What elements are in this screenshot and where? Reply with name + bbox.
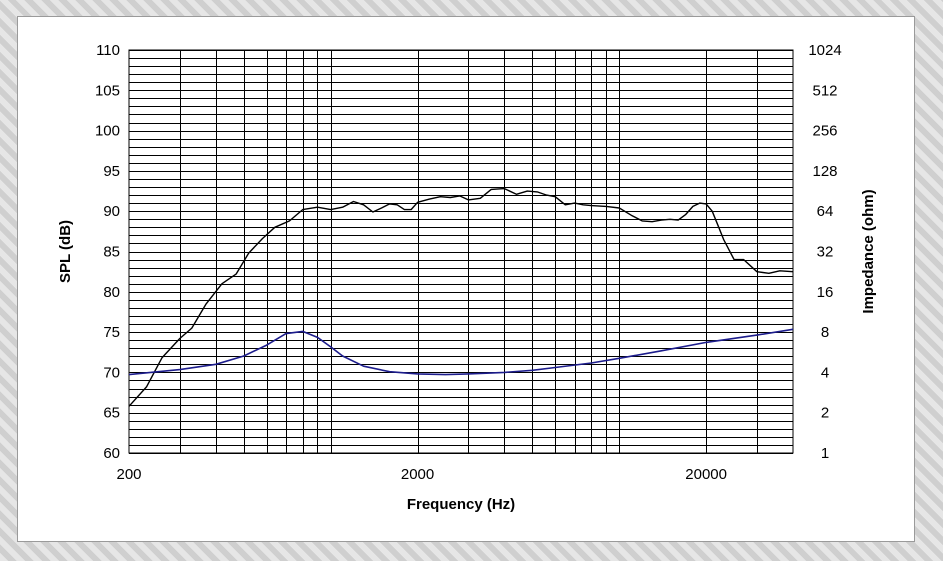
right-tick-label: 1 — [821, 445, 829, 462]
left-tick-label: 105 — [95, 82, 120, 99]
left-tick-label: 110 — [96, 42, 120, 59]
x-tick-label: 200 — [116, 466, 141, 483]
left-tick-label: 70 — [103, 364, 120, 381]
right-axis-title: Impedance (ohm) — [860, 189, 877, 313]
left-tick-label: 90 — [103, 203, 120, 220]
x-tick-label: 2000 — [401, 466, 434, 483]
chart-frame: 60 65 70 75 80 85 90 95 100 105 110 1 2 4 8 16 32 64 128 2… — [17, 16, 915, 542]
left-tick-label: 85 — [103, 244, 120, 261]
series-layer — [128, 187, 794, 407]
horizontal-gridlines — [129, 50, 793, 454]
right-tick-label: 128 — [812, 163, 837, 180]
right-tick-label: 32 — [817, 244, 834, 261]
right-axis-tick-labels: 1 2 4 8 16 32 64 128 256 512 1024 — [808, 42, 841, 462]
left-tick-label: 75 — [103, 324, 120, 341]
left-tick-label: 65 — [103, 405, 120, 422]
left-tick-label: 60 — [103, 445, 120, 462]
left-tick-label: 95 — [103, 163, 120, 180]
left-tick-label: 100 — [95, 123, 120, 140]
impedance-curve — [128, 328, 794, 376]
left-tick-label: 80 — [103, 284, 120, 301]
right-tick-label: 256 — [812, 123, 837, 140]
x-tick-label: 20000 — [685, 466, 727, 483]
right-tick-label: 8 — [821, 324, 829, 341]
right-tick-label: 2 — [821, 405, 829, 422]
plot-area-border — [128, 49, 794, 454]
spl-curve — [128, 187, 794, 407]
x-axis-title: Frequency (Hz) — [407, 496, 515, 513]
right-tick-label: 4 — [821, 364, 829, 381]
vertical-gridlines — [180, 50, 758, 453]
right-tick-label: 1024 — [808, 42, 841, 59]
left-axis-tick-labels: 60 65 70 75 80 85 90 95 100 105 110 — [95, 42, 120, 462]
right-tick-label: 512 — [812, 82, 837, 99]
right-tick-label: 16 — [817, 284, 834, 301]
x-axis-tick-labels: 200 2000 20000 — [116, 466, 727, 483]
frequency-response-chart: 60 65 70 75 80 85 90 95 100 105 110 1 2 4 8 16 32 64 128 2… — [57, 42, 877, 513]
right-tick-label: 64 — [817, 203, 834, 220]
left-axis-title: SPL (dB) — [57, 220, 74, 283]
